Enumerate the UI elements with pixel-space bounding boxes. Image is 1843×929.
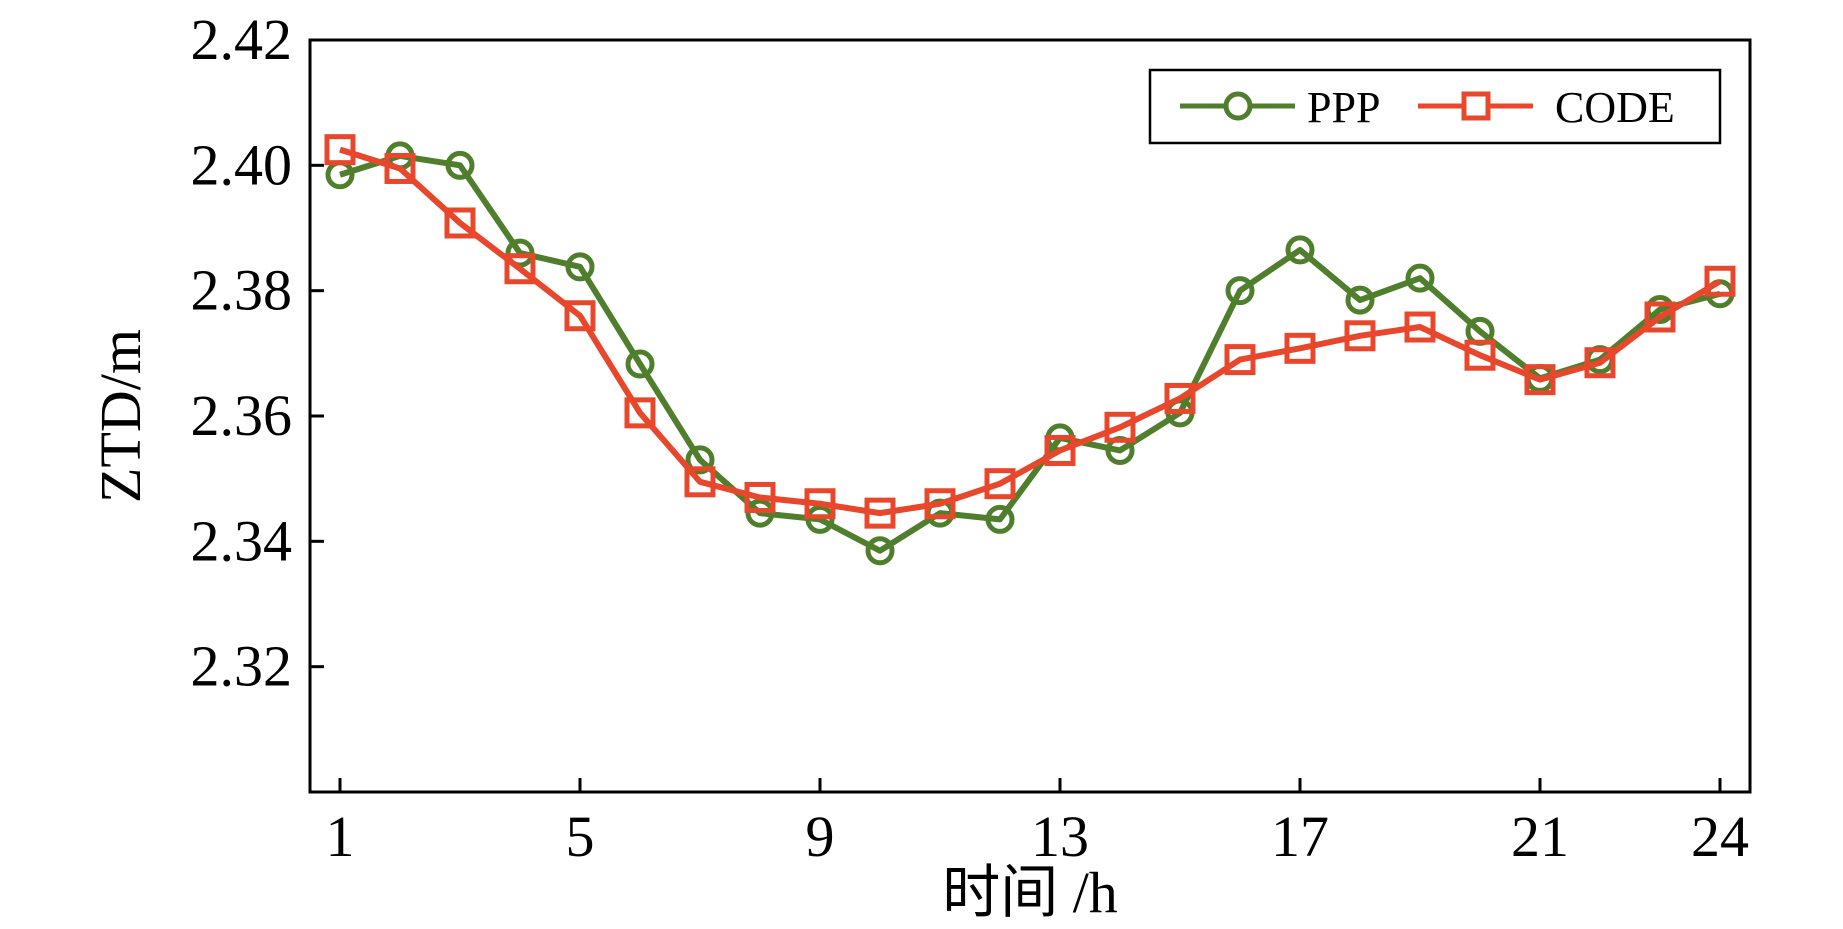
data-point-ppp — [805, 504, 835, 534]
data-point-code — [1284, 332, 1316, 364]
data-point-code — [1224, 344, 1256, 376]
data-point-code — [1704, 265, 1736, 297]
data-point-code — [384, 152, 416, 184]
data-point-code — [924, 488, 956, 520]
data-point-ppp — [865, 536, 895, 566]
y-tick-label: 2.32 — [191, 634, 293, 699]
data-point-code — [1644, 301, 1676, 333]
legend-marker-code — [1461, 91, 1491, 121]
data-point-code — [324, 134, 356, 166]
data-point-code — [564, 300, 596, 332]
x-tick-label: 5 — [566, 804, 595, 869]
x-tick-label: 1 — [326, 804, 355, 869]
series-line-code — [339, 146, 1722, 517]
series-layer — [324, 134, 1736, 566]
axis-ticks: 2.32 2.34 2.36 2.38 2.40 2.42 1 5 9 13 17 21 24 — [191, 7, 1750, 869]
y-tick-label: 2.38 — [191, 258, 293, 323]
legend: PPP CODE — [1148, 68, 1722, 145]
plot-frame — [308, 38, 1752, 794]
x-axis-label: 时间 /h — [942, 860, 1118, 925]
data-point-code — [1344, 320, 1376, 352]
legend-label-ppp: PPP — [1307, 83, 1380, 132]
legend-label-code: CODE — [1555, 83, 1675, 132]
y-tick-label: 2.42 — [191, 7, 293, 72]
series-code — [324, 134, 1736, 529]
data-point-code — [864, 497, 896, 529]
data-point-ppp — [625, 349, 655, 379]
data-point-code — [1464, 339, 1496, 371]
data-point-ppp — [1225, 276, 1255, 306]
data-point-ppp — [685, 445, 715, 475]
data-point-code — [684, 466, 716, 498]
x-tick-label: 13 — [1031, 804, 1089, 869]
data-point-code — [504, 253, 536, 285]
x-tick-label: 17 — [1271, 804, 1329, 869]
y-axis-label: ZTD/m — [88, 329, 153, 503]
data-point-code — [804, 488, 836, 520]
data-point-code — [744, 481, 776, 513]
data-point-code — [1044, 434, 1076, 466]
data-point-ppp — [445, 150, 475, 180]
data-point-code — [1404, 311, 1436, 343]
data-point-code — [984, 468, 1016, 500]
y-tick-label: 2.40 — [191, 132, 293, 197]
data-point-code — [624, 397, 656, 429]
data-point-code — [1584, 347, 1616, 379]
legend-marker-ppp — [1223, 91, 1253, 121]
data-point-ppp — [985, 504, 1015, 534]
y-tick-label: 2.34 — [191, 508, 293, 573]
data-point-code — [1164, 382, 1196, 414]
data-point-ppp — [1345, 285, 1375, 315]
series-line-ppp — [339, 152, 1721, 554]
x-tick-label: 9 — [806, 804, 835, 869]
x-tick-label: 24 — [1691, 804, 1749, 869]
data-point-code — [1524, 364, 1556, 396]
data-point-ppp — [1405, 263, 1435, 293]
data-point-ppp — [565, 252, 595, 282]
data-point-ppp — [745, 498, 775, 528]
series-ppp — [325, 141, 1735, 566]
data-point-ppp — [1285, 235, 1315, 265]
x-tick-label: 21 — [1511, 804, 1569, 869]
data-point-code — [1104, 411, 1136, 443]
data-point-code — [444, 207, 476, 239]
y-tick-label: 2.36 — [191, 383, 293, 448]
